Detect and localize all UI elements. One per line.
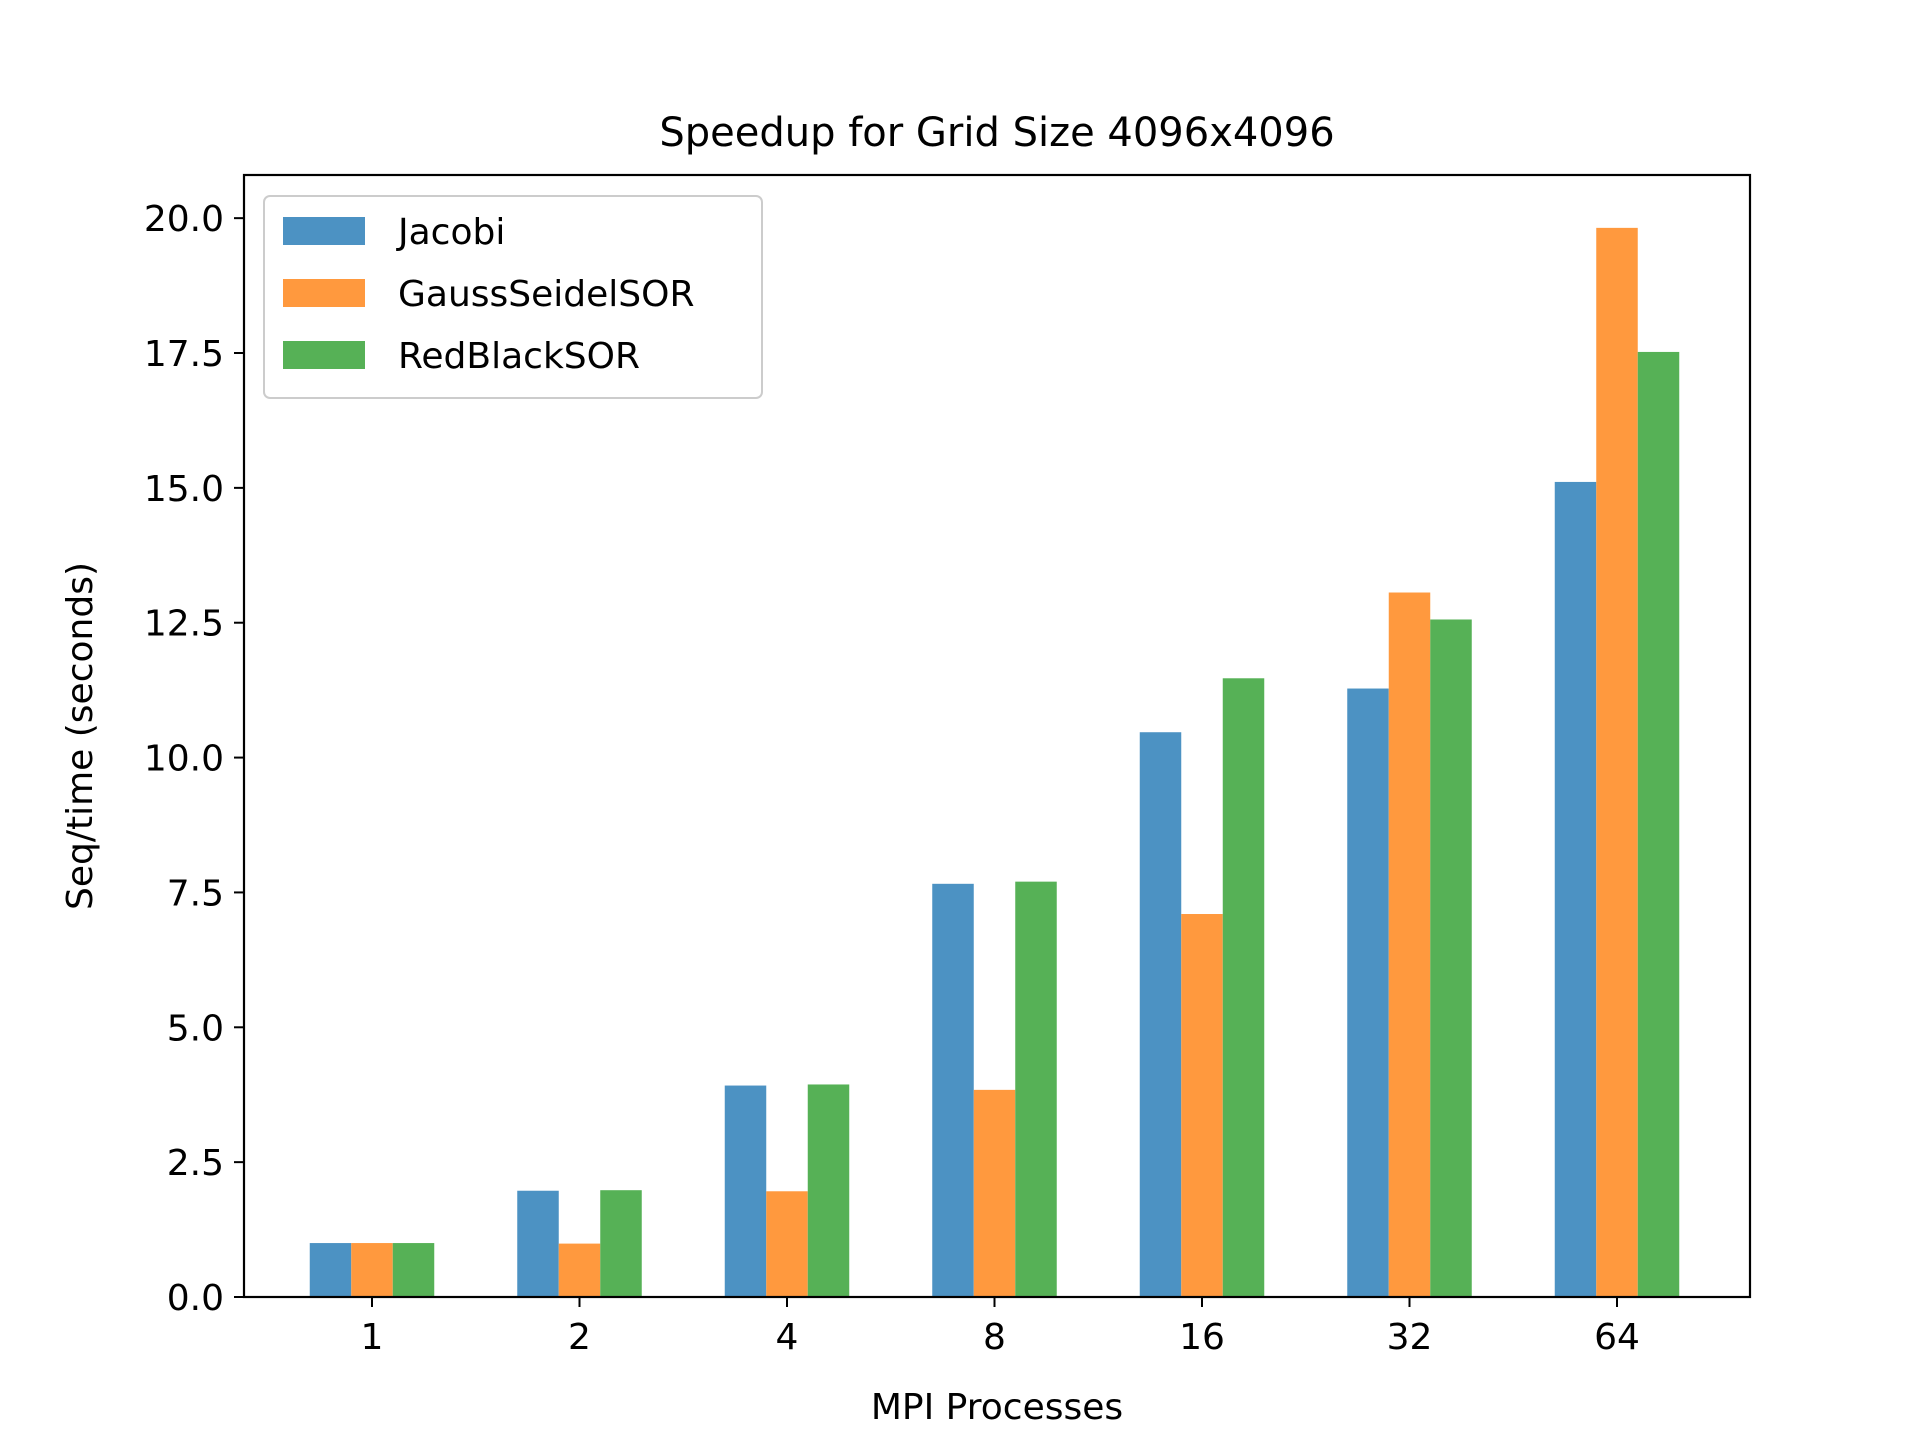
y-axis-label: Seq/time (seconds) bbox=[60, 562, 101, 910]
legend-label: RedBlackSOR bbox=[398, 336, 640, 377]
x-tick-label: 1 bbox=[361, 1317, 384, 1358]
x-axis-label: MPI Processes bbox=[871, 1387, 1123, 1428]
x-tick-label: 4 bbox=[776, 1317, 799, 1358]
y-tick-label: 7.5 bbox=[167, 873, 224, 914]
bar-jacobi-4 bbox=[724, 1085, 767, 1297]
y-tick-label: 0.0 bbox=[167, 1278, 224, 1319]
y-tick-label: 10.0 bbox=[144, 739, 224, 780]
bar-gaussseidelsor-64 bbox=[1596, 227, 1638, 1297]
bar-jacobi-32 bbox=[1347, 688, 1389, 1297]
bar-redblacksor-16 bbox=[1222, 678, 1265, 1297]
legend-swatch bbox=[283, 279, 365, 307]
bar-redblacksor-32 bbox=[1430, 619, 1472, 1297]
y-tick-label: 20.0 bbox=[144, 199, 224, 240]
bar-jacobi-16 bbox=[1139, 732, 1182, 1297]
bar-jacobi-8 bbox=[932, 883, 974, 1297]
legend-swatch bbox=[283, 341, 365, 369]
bar-gaussseidelsor-8 bbox=[973, 1089, 1016, 1297]
bar-gaussseidelsor-16 bbox=[1181, 914, 1223, 1297]
bar-gaussseidelsor-4 bbox=[766, 1191, 808, 1297]
x-tick-label: 64 bbox=[1594, 1317, 1640, 1358]
legend-label: GaussSeidelSOR bbox=[398, 274, 695, 315]
plot-frame bbox=[242, 173, 1752, 1299]
chart-title: Speedup for Grid Size 4096x4096 bbox=[659, 110, 1334, 156]
legend-box bbox=[263, 195, 763, 399]
y-tick-label: 5.0 bbox=[167, 1008, 224, 1049]
bar-redblacksor-1 bbox=[392, 1243, 435, 1297]
bar-redblacksor-8 bbox=[1015, 881, 1057, 1297]
bar-redblacksor-2 bbox=[600, 1190, 642, 1297]
x-tick-label: 32 bbox=[1387, 1317, 1433, 1358]
bar-gaussseidelsor-1 bbox=[351, 1243, 393, 1297]
y-tick-label: 17.5 bbox=[144, 334, 224, 375]
y-tick-label: 15.0 bbox=[144, 469, 224, 510]
legend: Jacobi GaussSeidelSOR RedBlackSOR bbox=[263, 195, 763, 399]
bar-redblacksor-64 bbox=[1637, 351, 1680, 1297]
x-tick-label: 2 bbox=[568, 1317, 591, 1358]
y-tick-label: 2.5 bbox=[167, 1143, 224, 1184]
bar-jacobi-2 bbox=[517, 1190, 559, 1297]
legend-swatch bbox=[283, 217, 365, 245]
legend-label: Jacobi bbox=[396, 212, 505, 253]
bar-redblacksor-4 bbox=[807, 1084, 850, 1297]
bar-gaussseidelsor-2 bbox=[558, 1243, 601, 1297]
bar-jacobi-64 bbox=[1554, 481, 1597, 1297]
bar-gaussseidelsor-32 bbox=[1388, 592, 1431, 1297]
x-tick-label: 8 bbox=[983, 1317, 1006, 1358]
y-tick-label: 12.5 bbox=[144, 604, 224, 645]
bar-jacobi-1 bbox=[309, 1243, 352, 1297]
x-tick-label: 16 bbox=[1179, 1317, 1225, 1358]
